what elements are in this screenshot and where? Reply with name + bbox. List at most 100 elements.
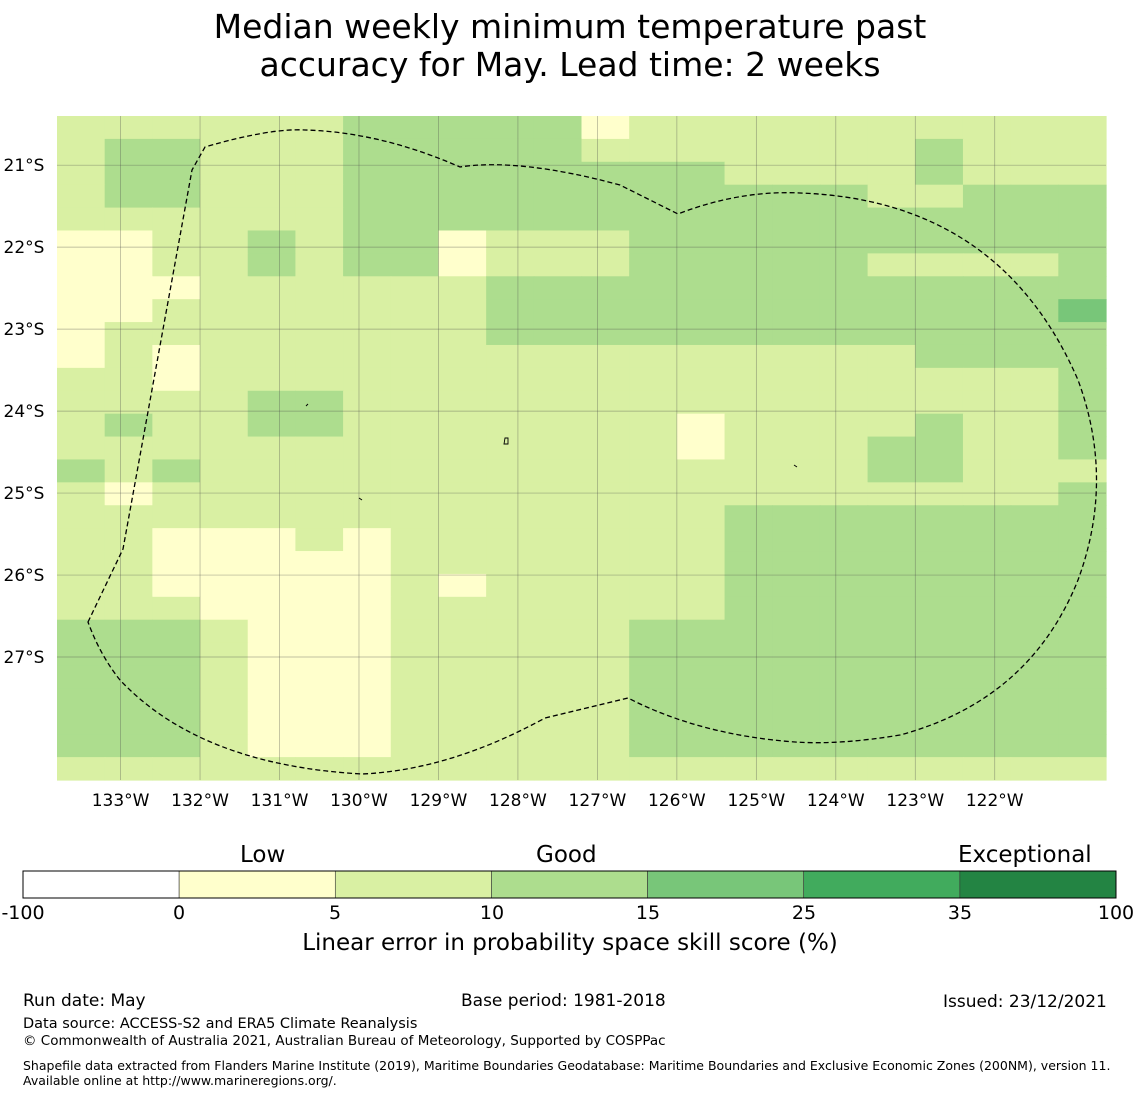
colorbar-tick: -100 xyxy=(1,902,45,924)
skill-cell xyxy=(819,573,869,598)
skill-cell xyxy=(390,253,440,277)
skill-cell xyxy=(57,711,106,735)
skill-cell xyxy=(676,322,726,346)
skill-cell xyxy=(247,230,297,254)
skill-cell xyxy=(343,230,392,254)
skill-cell xyxy=(867,528,916,552)
skill-cell xyxy=(390,138,440,163)
skill-cell xyxy=(772,322,821,346)
skill-cell xyxy=(629,207,678,232)
skill-cell xyxy=(390,619,440,644)
skill-cell xyxy=(486,116,535,140)
skill-cell xyxy=(724,757,773,781)
skill-cell xyxy=(1010,299,1059,323)
skill-cell xyxy=(533,116,583,140)
skill-cell xyxy=(295,573,344,598)
skill-cell xyxy=(819,436,869,461)
skill-cell xyxy=(390,528,440,552)
skill-cell xyxy=(962,436,1012,461)
colorbar-tick: 100 xyxy=(1097,902,1135,924)
skill-cell xyxy=(676,116,726,140)
skill-cell xyxy=(57,276,106,300)
skill-cell xyxy=(57,436,106,461)
skill-cell xyxy=(962,161,1012,186)
skill-cell xyxy=(819,344,869,369)
skill-cell xyxy=(581,665,630,690)
skill-cell xyxy=(247,551,297,575)
skill-cell xyxy=(438,138,487,163)
skill-cell xyxy=(915,230,964,254)
skill-cell xyxy=(1058,367,1107,392)
skill-cell xyxy=(57,505,106,529)
skill-cell xyxy=(295,390,344,415)
skill-cell xyxy=(1010,505,1059,529)
skill-cell xyxy=(1058,276,1107,300)
skill-cell xyxy=(629,757,678,781)
skill-cell xyxy=(438,505,487,529)
skill-cell xyxy=(438,551,487,575)
skill-cell xyxy=(962,619,1012,644)
skill-cell xyxy=(247,344,297,369)
skill-cell xyxy=(819,161,869,186)
skill-cell xyxy=(819,642,869,667)
colorbar-label: Linear error in probability space skill … xyxy=(302,930,838,956)
skill-cell xyxy=(104,619,153,644)
skill-cell xyxy=(1058,436,1107,461)
skill-cell xyxy=(104,757,153,781)
skill-cell xyxy=(104,642,153,667)
skill-cell xyxy=(247,734,297,758)
skill-cell xyxy=(629,436,678,461)
skill-cell xyxy=(486,573,535,598)
skill-cell xyxy=(390,161,440,186)
skill-cell xyxy=(629,230,678,254)
skill-cell xyxy=(867,459,916,483)
skill-cell xyxy=(676,276,726,300)
skill-cell xyxy=(962,711,1012,735)
skill-cell xyxy=(676,253,726,277)
skill-cell xyxy=(629,665,678,690)
longitude-label: 123°W xyxy=(886,791,944,811)
skill-cell xyxy=(57,642,106,667)
skill-cell xyxy=(438,619,487,644)
skill-cell xyxy=(581,528,630,552)
skill-cell xyxy=(438,734,487,758)
skill-cell xyxy=(533,367,583,392)
skill-cell xyxy=(104,573,153,598)
skill-cell xyxy=(581,436,630,461)
skill-cell xyxy=(200,322,249,346)
colorbar-category-good: Good xyxy=(536,842,597,868)
skill-cell xyxy=(247,619,297,644)
skill-cell xyxy=(1058,413,1107,438)
skill-cell xyxy=(676,413,726,438)
skill-cell xyxy=(438,413,487,438)
skill-cell xyxy=(343,642,392,667)
skill-cell xyxy=(629,528,678,552)
skill-cell xyxy=(104,459,153,483)
skill-cell xyxy=(724,116,773,140)
skill-cell xyxy=(200,757,249,781)
skill-cell xyxy=(57,734,106,758)
skill-cell xyxy=(343,596,392,621)
skill-cell xyxy=(629,551,678,575)
skill-cell xyxy=(295,230,344,254)
skill-cell xyxy=(104,413,153,438)
skill-cell xyxy=(152,619,201,644)
skill-cell xyxy=(486,413,535,438)
skill-cell xyxy=(962,596,1012,621)
skill-cell xyxy=(438,757,487,781)
skill-cell xyxy=(629,276,678,300)
skill-cell xyxy=(915,482,964,506)
skill-cell xyxy=(247,367,297,392)
skill-cell xyxy=(343,528,392,552)
skill-cell xyxy=(152,116,201,140)
skill-cell xyxy=(1058,184,1107,209)
skill-cell xyxy=(104,207,153,232)
copyright: © Commonwealth of Australia 2021, Austra… xyxy=(23,1033,666,1049)
skill-cell xyxy=(676,138,726,163)
skill-cell xyxy=(819,688,869,712)
skill-cell xyxy=(533,505,583,529)
skill-cell xyxy=(581,642,630,667)
skill-grid xyxy=(57,116,1107,781)
skill-cell xyxy=(581,551,630,575)
skill-cell xyxy=(247,207,297,232)
